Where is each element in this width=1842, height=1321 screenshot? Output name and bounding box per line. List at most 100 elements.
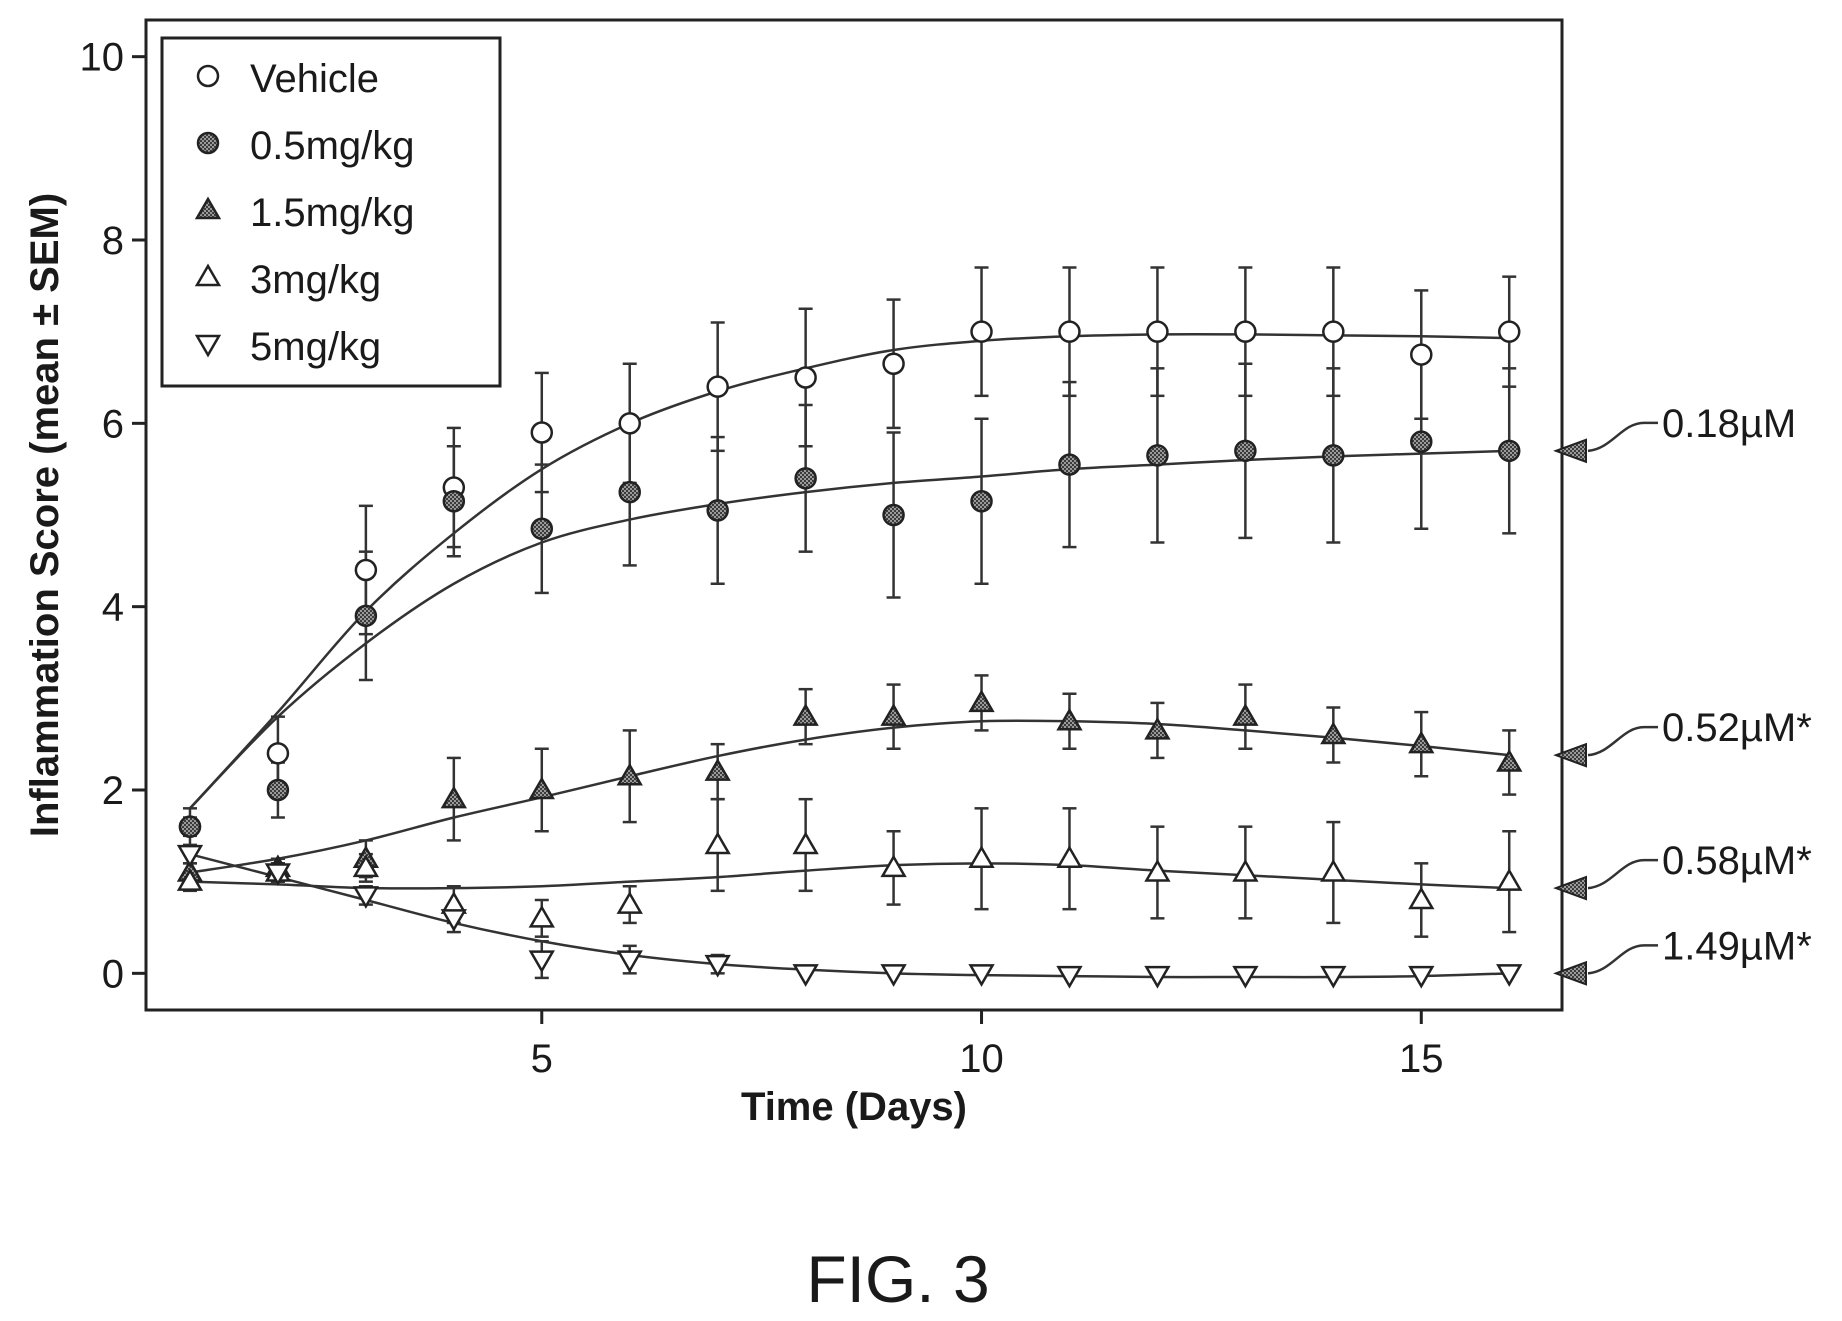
data-point-5mg-kg <box>968 964 995 987</box>
data-point-5mg-kg <box>1056 965 1083 989</box>
annotation-leader-3mg-kg <box>1587 858 1658 890</box>
x-axis-ticks: 5 10 15 <box>531 1010 1444 1081</box>
annotation-label-5mg-kg: 1.49µM* <box>1662 924 1812 968</box>
data-point-5mg-kg <box>1232 965 1259 989</box>
data-point-0-5mg-kg <box>1234 439 1257 463</box>
data-point-vehicle <box>1146 320 1169 343</box>
annotation-arrow-5mg-kg <box>1553 960 1587 986</box>
data-point-3mg-kg <box>704 831 731 855</box>
data-point-1-5mg-kg <box>616 762 643 786</box>
y-tick-label: 10 <box>80 36 125 80</box>
annotation-label-3mg-kg: 0.58µM* <box>1662 839 1812 883</box>
data-point-3mg-kg <box>792 831 819 855</box>
data-point-0-5mg-kg <box>1322 444 1345 467</box>
legend: Vehicle 0.5mg/kg 1.5mg/kg 3mg/kg 5mg/kg <box>160 36 502 388</box>
x-tick-label: 5 <box>531 1037 553 1081</box>
data-point-5mg-kg <box>440 909 467 932</box>
figure-caption: FIG. 3 <box>806 1242 989 1316</box>
data-point-1-5mg-kg <box>1144 716 1171 740</box>
y-tick-label: 6 <box>102 402 124 446</box>
x-tick-label: 10 <box>959 1037 1004 1081</box>
data-point-5mg-kg <box>352 886 380 909</box>
y-axis-ticks: 0 2 4 6 8 10 <box>80 36 146 996</box>
fit-curve-vehicle <box>189 332 1510 810</box>
ec50-annotations: 0.18µM 0.52µM* 0.58µM* 1.49µM* <box>1553 402 1812 986</box>
data-point-vehicle <box>1058 320 1081 343</box>
y-tick-label: 4 <box>102 586 124 630</box>
legend-marker-vehicle <box>196 64 220 88</box>
legend-label-3mg-kg: 3mg/kg <box>250 258 381 302</box>
legend-label-0-5mg-kg: 0.5mg/kg <box>250 124 415 168</box>
data-point-1-5mg-kg <box>1056 707 1083 731</box>
fit-curve-5mg-kg <box>189 852 1510 979</box>
legend-marker-3mg-kg <box>194 263 222 287</box>
data-point-vehicle <box>618 412 641 435</box>
data-point-vehicle <box>1322 320 1345 343</box>
data-point-3mg-kg <box>616 891 643 914</box>
legend-label-1-5mg-kg: 1.5mg/kg <box>250 191 415 235</box>
data-point-1-5mg-kg <box>880 703 907 726</box>
data-point-0-5mg-kg <box>882 503 905 527</box>
legend-box <box>160 36 502 388</box>
data-point-3mg-kg <box>1320 859 1347 882</box>
annotation-leader-5mg-kg <box>1587 944 1658 975</box>
fit-curve-0-5mg-kg <box>189 449 1510 810</box>
data-point-vehicle <box>266 742 290 765</box>
data-point-0-5mg-kg <box>442 490 466 513</box>
data-point-5mg-kg <box>528 950 555 974</box>
data-point-5mg-kg <box>880 964 907 987</box>
x-axis-title: Time (Days) <box>741 1085 967 1129</box>
data-point-0-5mg-kg <box>530 517 554 540</box>
data-point-1-5mg-kg <box>1232 703 1259 726</box>
legend-label-vehicle: Vehicle <box>250 57 379 101</box>
legend-marker-0-5mg-kg <box>196 131 220 155</box>
data-point-1-5mg-kg <box>440 785 467 809</box>
data-point-vehicle <box>794 366 817 389</box>
data-markers <box>176 320 1523 989</box>
data-point-0-5mg-kg <box>354 604 378 628</box>
data-point-vehicle <box>1410 343 1433 366</box>
data-point-1-5mg-kg <box>528 776 555 800</box>
fit-curve-3mg-kg <box>189 862 1510 890</box>
annotation-arrow-3mg-kg <box>1553 875 1587 901</box>
data-point-1-5mg-kg <box>792 703 819 726</box>
data-point-3mg-kg <box>528 904 555 928</box>
data-point-3mg-kg <box>1408 886 1435 910</box>
data-point-5mg-kg <box>1320 965 1347 989</box>
data-point-0-5mg-kg <box>618 480 641 504</box>
legend-label-5mg-kg: 5mg/kg <box>250 325 381 369</box>
data-point-5mg-kg <box>176 844 204 868</box>
data-point-5mg-kg <box>264 863 292 886</box>
data-point-3mg-kg <box>1144 859 1171 882</box>
data-point-1-5mg-kg <box>1496 749 1523 772</box>
data-point-vehicle <box>882 352 905 375</box>
data-point-vehicle <box>530 421 554 444</box>
legend-marker-5mg-kg <box>194 334 222 358</box>
data-point-3mg-kg <box>176 868 204 891</box>
data-point-vehicle <box>706 375 729 398</box>
data-point-vehicle <box>354 558 378 582</box>
data-point-vehicle <box>1497 320 1521 343</box>
data-point-1-5mg-kg <box>704 758 731 781</box>
annotation-label-1-5mg-kg: 0.52µM* <box>1662 706 1812 750</box>
data-point-5mg-kg <box>1496 964 1523 987</box>
annotation-leader-1-5mg-kg <box>1587 725 1658 757</box>
data-point-0-5mg-kg <box>970 490 993 513</box>
data-point-5mg-kg <box>616 950 643 974</box>
data-point-3mg-kg <box>968 845 995 868</box>
data-point-1-5mg-kg <box>1408 730 1435 754</box>
y-tick-label: 2 <box>102 769 124 813</box>
data-point-0-5mg-kg <box>1497 439 1521 463</box>
fit-curve-1-5mg-kg <box>189 719 1510 874</box>
fit-curves <box>189 332 1510 979</box>
data-point-5mg-kg <box>792 964 819 987</box>
data-point-5mg-kg <box>704 954 731 978</box>
data-point-vehicle <box>970 320 993 343</box>
legend-marker-1-5mg-kg <box>194 196 222 220</box>
y-axis-title: Inflammation Score (mean ± SEM) <box>23 193 67 837</box>
data-point-1-5mg-kg <box>1320 721 1347 745</box>
data-point-1-5mg-kg <box>968 689 995 713</box>
data-point-5mg-kg <box>1408 965 1435 989</box>
annotation-arrow-1-5mg-kg <box>1553 742 1587 768</box>
data-point-0-5mg-kg <box>794 467 817 490</box>
